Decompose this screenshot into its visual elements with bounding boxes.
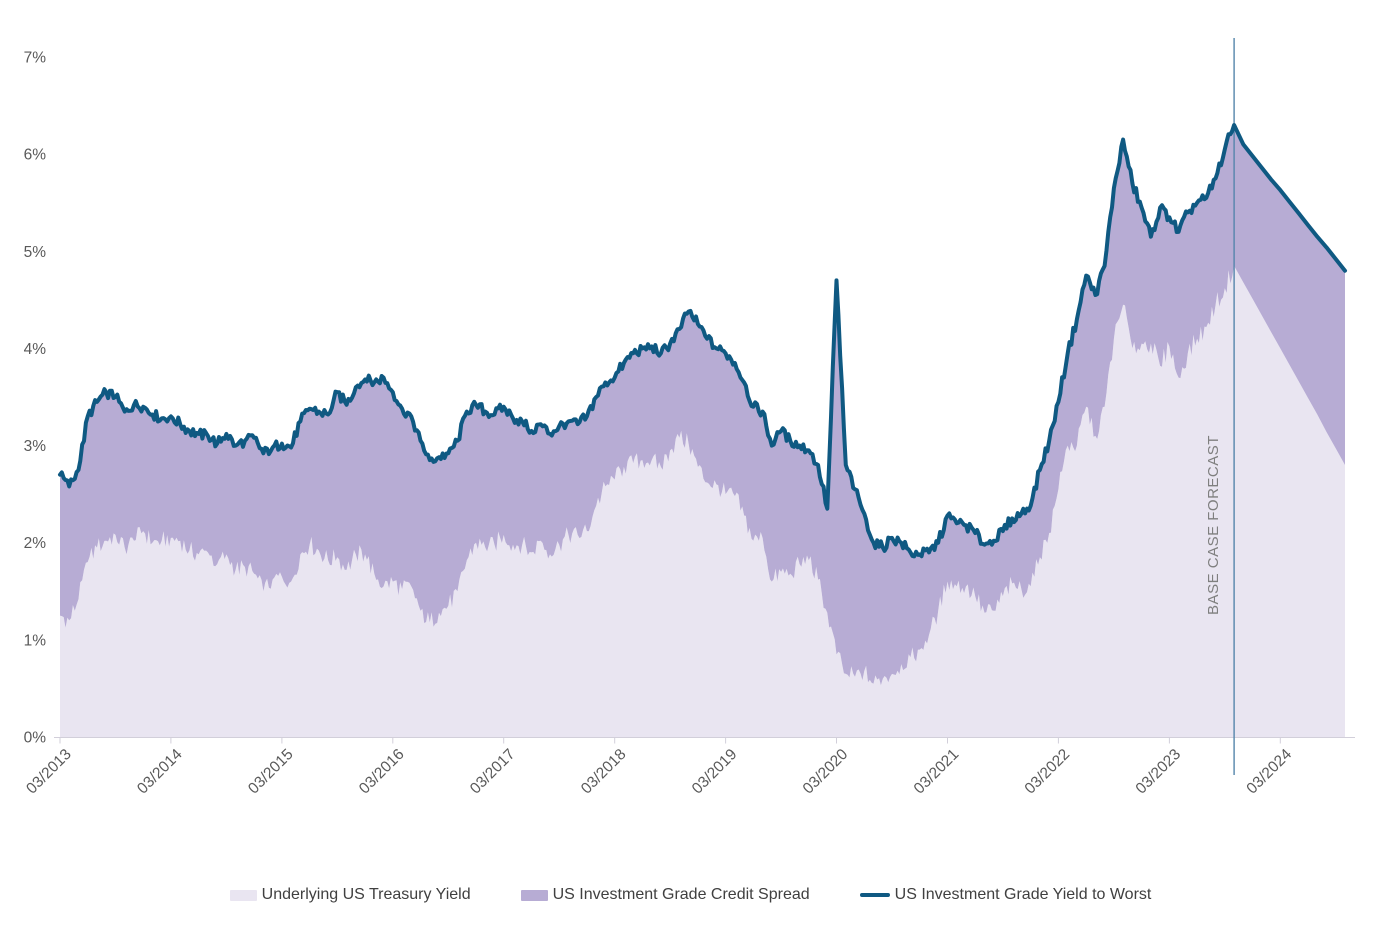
- legend-label-yield-to-worst: US Investment Grade Yield to Worst: [894, 886, 1152, 903]
- y-axis-label: 6%: [24, 147, 47, 164]
- legend-item-credit-spread: US Investment Grade Credit Spread: [520, 886, 810, 904]
- legend-item-yield-to-worst: US Investment Grade Yield to Worst: [859, 886, 1152, 904]
- legend-label-treasury-yield: Underlying US Treasury Yield: [261, 886, 471, 903]
- y-axis-label: 3%: [24, 438, 47, 455]
- y-axis-label: 2%: [24, 535, 47, 552]
- y-axis-label: 0%: [24, 730, 47, 747]
- y-axis-label: 4%: [24, 341, 47, 358]
- chart-legend: Underlying US Treasury Yield US Investme…: [0, 886, 1381, 904]
- yield-chart: 03/2013 03/2014 03/2015 03/2016 03/2017 03/20…: [23, 38, 1355, 798]
- yield-to-worst-line: [58, 123, 1347, 559]
- forecast-label: BASE CASE FORECAST: [1205, 435, 1222, 615]
- credit-spread-swatch-icon: [520, 889, 548, 901]
- x-axis-label: 03/2021: [911, 746, 963, 798]
- treasury-yield-swatch-icon: [229, 889, 257, 901]
- yield-to-worst-line-swatch-icon: [859, 892, 890, 898]
- x-axis-label: 03/2022: [1022, 746, 1074, 798]
- credit-spread-band: [60, 125, 1345, 686]
- y-axis-label: 1%: [24, 632, 47, 649]
- y-axis-label: 7%: [24, 50, 47, 67]
- x-axis-label: 03/2013: [23, 746, 75, 798]
- legend-label-credit-spread: US Investment Grade Credit Spread: [552, 886, 810, 903]
- legend-item-treasury-yield: Underlying US Treasury Yield: [229, 886, 471, 904]
- x-axis-label: 03/2014: [134, 746, 186, 798]
- x-axis-label: 03/2015: [245, 746, 297, 798]
- x-axis-label: 03/2018: [578, 746, 630, 798]
- x-axis-label: 03/2020: [800, 746, 852, 798]
- x-axis-label: 03/2019: [689, 746, 741, 798]
- x-axis-label: 03/2016: [356, 746, 408, 798]
- x-axis-label: 03/2023: [1133, 746, 1185, 798]
- treasury-yield-area: [60, 265, 1345, 737]
- x-axis-label: 03/2017: [467, 746, 519, 798]
- y-axis-label: 5%: [24, 244, 47, 261]
- x-axis-label: 03/2024: [1243, 746, 1295, 798]
